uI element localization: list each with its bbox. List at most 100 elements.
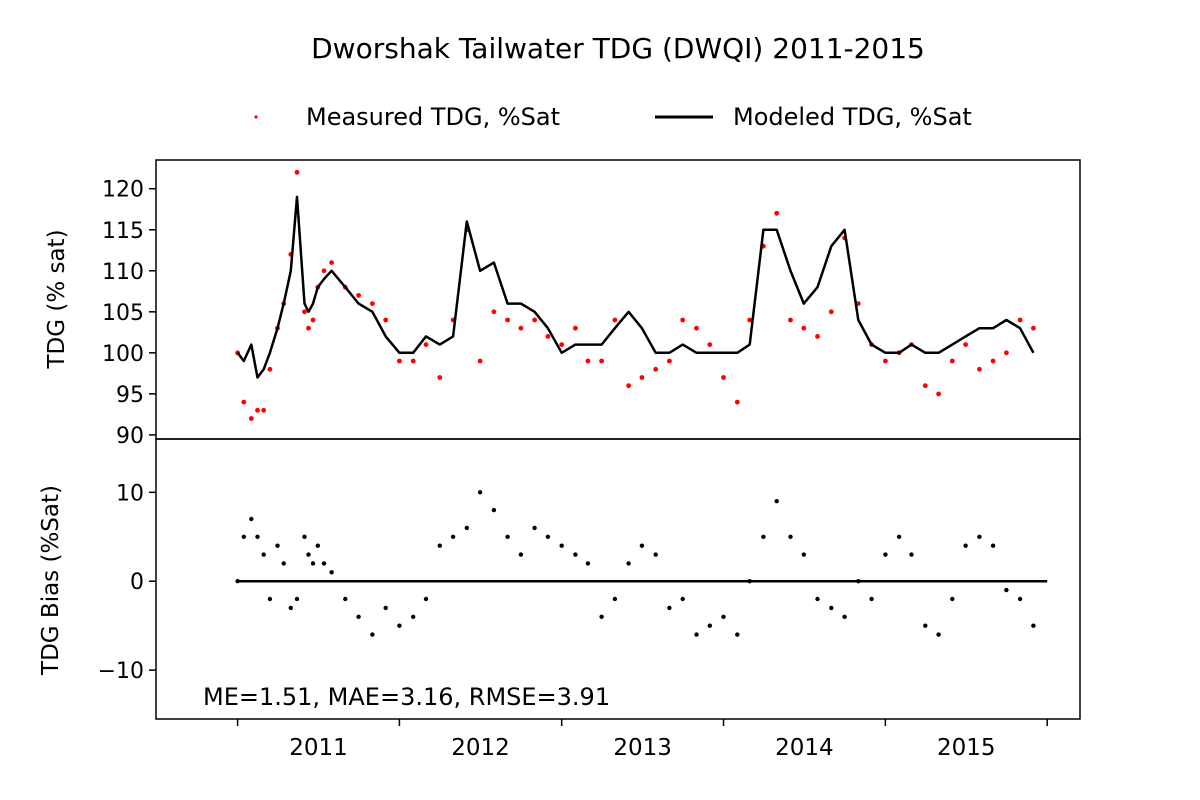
top-y-axis-label: TDG (% sat) (44, 229, 70, 369)
measured-point (532, 317, 537, 323)
measured-point (612, 317, 618, 323)
bias-point (411, 614, 416, 619)
bias-point (815, 596, 820, 602)
bias-point (829, 605, 834, 611)
bias-point (667, 605, 672, 611)
measured-point (801, 325, 807, 331)
measured-point (774, 210, 780, 216)
measured-point (990, 358, 996, 364)
measured-point (397, 358, 402, 364)
bottom-y-axis-ticks: −10 0 10 (98, 481, 156, 684)
bias-point (707, 623, 712, 628)
bias-point (680, 596, 685, 602)
measured-point (653, 366, 659, 372)
bias-point (559, 543, 564, 548)
measured-point (734, 399, 740, 405)
bias-point (423, 596, 429, 602)
bias-point (599, 614, 604, 619)
bias-point (626, 561, 631, 566)
bias-point (788, 534, 793, 539)
bias-point (585, 561, 591, 566)
measured-point (329, 260, 334, 265)
measured-point (261, 407, 267, 413)
y-tick-label: 120 (102, 178, 144, 203)
bias-point (310, 561, 316, 566)
x-tick-label: 2011 (289, 735, 348, 761)
legend-modeled-label: Modeled TDG, %Sat (733, 103, 972, 131)
measured-point (680, 317, 686, 323)
y-tick-label: 95 (116, 383, 144, 408)
bottom-panel: −10 0 10 2011 2012 2013 2014 2015 TDG Bias (%S… (38, 481, 1048, 761)
bias-point (950, 596, 955, 602)
bias-point (896, 534, 902, 539)
measured-point (949, 358, 955, 364)
bias-point (842, 614, 847, 619)
bias-point (383, 605, 388, 611)
y-tick-label: 0 (130, 570, 144, 595)
legend-measured-marker (254, 115, 258, 119)
measured-point (370, 301, 375, 306)
bias-point (801, 552, 806, 557)
x-axis-ticks: 2011 2012 2013 2014 2015 (236, 719, 1048, 761)
bias-point (306, 552, 311, 557)
bias-point (261, 552, 266, 557)
measured-point (255, 407, 260, 413)
bias-point (491, 507, 497, 513)
measured-point (707, 342, 713, 347)
bias-point (370, 632, 375, 637)
y-tick-label: 10 (116, 481, 144, 506)
y-tick-label: 90 (116, 424, 144, 449)
measured-point (815, 334, 820, 339)
bias-point (936, 632, 941, 637)
measured-point (306, 325, 311, 331)
bias-point (321, 561, 327, 566)
measured-point (1017, 317, 1023, 323)
bias-point (909, 552, 914, 557)
measured-point (828, 309, 834, 315)
measured-point (248, 416, 254, 421)
bias-point (450, 534, 456, 539)
measured-point (599, 358, 604, 364)
bias-point (1004, 587, 1009, 593)
measured-point (437, 375, 443, 380)
measured-point (241, 399, 247, 405)
measured-point (626, 383, 631, 389)
measured-point (294, 169, 300, 175)
bias-point (1017, 596, 1023, 602)
top-panel: 90 95 100 105 110 115 120 TDG (% sat) (44, 169, 1036, 449)
measured-point (922, 383, 928, 389)
measured-point (383, 317, 389, 323)
measured-point (963, 342, 968, 347)
bottom-y-axis-label: TDG Bias (%Sat) (38, 485, 64, 676)
bias-point (518, 552, 524, 557)
bias-point (315, 543, 320, 548)
bottom-panel-frame (155, 438, 1081, 720)
figure-title: Dworshak Tailwater TDG (DWQI) 2011-2015 (311, 32, 925, 65)
bottom-panel-plot-area (235, 490, 1048, 637)
bias-point (963, 543, 968, 548)
x-tick-label: 2013 (613, 735, 672, 761)
measured-point (302, 309, 307, 315)
measured-point (267, 366, 273, 372)
bias-point (437, 543, 442, 548)
x-tick-label: 2012 (451, 735, 510, 761)
measured-point (321, 268, 327, 274)
bias-point (397, 623, 402, 628)
top-panel-plot-area (235, 169, 1036, 421)
bias-point (653, 552, 658, 557)
measured-point (505, 317, 510, 323)
legend-measured-label: Measured TDG, %Sat (306, 103, 560, 131)
bias-point (977, 534, 982, 539)
stats-annotation: ME=1.51, MAE=3.16, RMSE=3.91 (203, 683, 610, 711)
measured-point (573, 325, 578, 331)
bias-point (735, 632, 740, 637)
measured-point (585, 358, 591, 364)
bias-point (774, 499, 779, 504)
measured-point (883, 358, 888, 364)
measured-point (518, 325, 524, 331)
bias-point (294, 596, 300, 602)
bias-point (990, 543, 996, 548)
bias-point (302, 534, 307, 539)
